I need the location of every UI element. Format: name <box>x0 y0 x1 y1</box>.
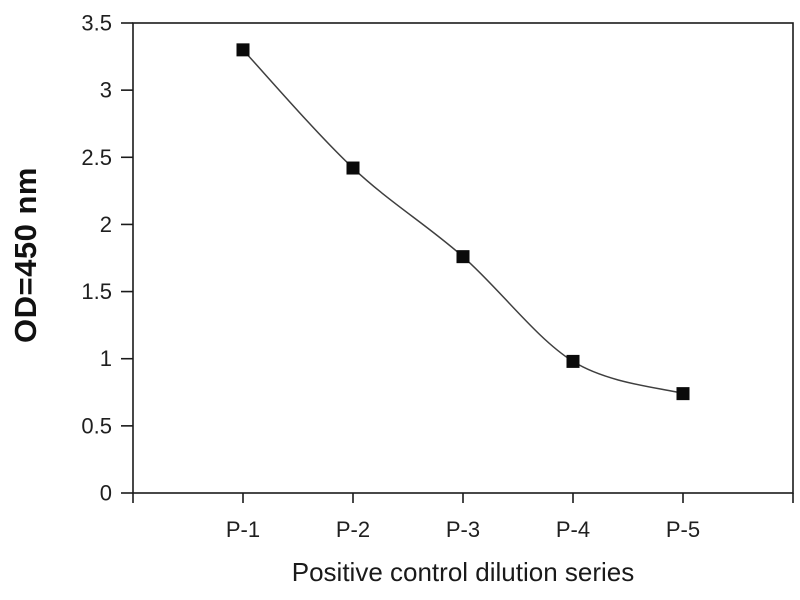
y-tick-label: 2.5 <box>81 145 112 170</box>
y-tick-label: 0 <box>100 481 112 506</box>
y-axis-title: OD=450 nm <box>8 167 43 343</box>
x-tick-label: P-2 <box>336 517 370 542</box>
x-tick-label: P-4 <box>556 517 590 542</box>
y-tick-label: 0.5 <box>81 413 112 438</box>
data-point-marker <box>456 250 470 264</box>
data-point-marker <box>676 387 690 401</box>
data-point-marker <box>346 161 360 175</box>
y-tick-label: 1 <box>100 346 112 371</box>
x-axis-title: Positive control dilution series <box>292 557 635 587</box>
y-tick-label: 3 <box>100 78 112 103</box>
data-point-marker <box>236 43 250 57</box>
x-tick-label: P-3 <box>446 517 480 542</box>
x-tick-label: P-1 <box>226 517 260 542</box>
data-point-marker <box>566 354 580 368</box>
y-tick-label: 2 <box>100 212 112 237</box>
data-series-line <box>242 49 684 395</box>
plot-area: 0 0.5 1 1.5 2 2.5 3 3.5 P-1 P-2 P-3 P-4 P-5 <box>81 11 794 542</box>
y-tick-label: 1.5 <box>81 279 112 304</box>
x-tick-label: P-5 <box>666 517 700 542</box>
y-tick-label: 3.5 <box>81 11 112 36</box>
